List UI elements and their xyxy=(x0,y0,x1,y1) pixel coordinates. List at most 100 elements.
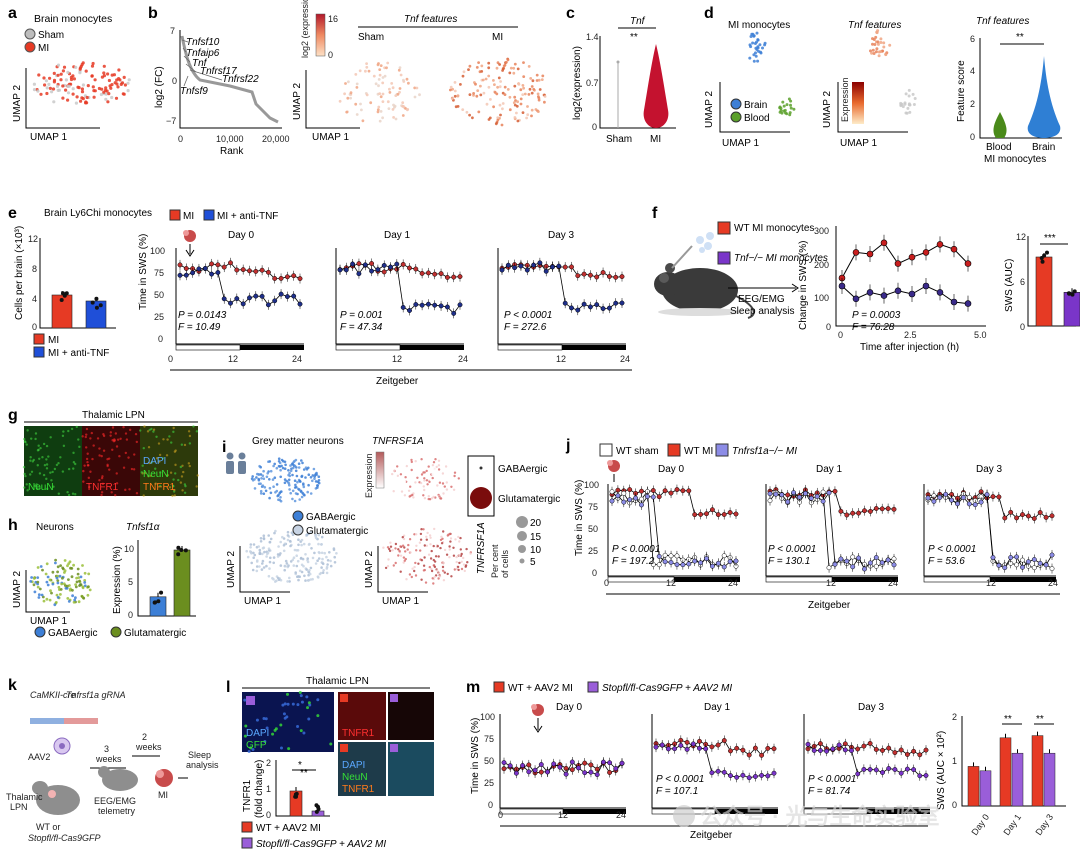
speckle-red xyxy=(111,448,114,451)
umap-i1-point xyxy=(296,559,300,563)
umap-b-point xyxy=(377,78,381,81)
umap-b-point xyxy=(521,111,525,114)
data-point xyxy=(375,267,381,273)
data-point xyxy=(627,487,633,493)
speckle-red xyxy=(82,480,85,483)
umap-i2-point xyxy=(382,546,385,549)
umap-i2-point xyxy=(441,472,445,475)
l-image-marker-wt2 xyxy=(340,744,348,752)
umap-i2-point xyxy=(401,544,405,547)
umap-a-point xyxy=(64,78,68,82)
umap-i2-point xyxy=(420,578,423,581)
umap-a-point xyxy=(52,80,57,84)
umap-a-point xyxy=(107,92,111,96)
data-point xyxy=(234,296,240,302)
ts-axes xyxy=(803,714,930,809)
umap-h-point xyxy=(88,588,92,592)
umap-b-point xyxy=(398,66,402,69)
umap-i1-point xyxy=(295,554,299,557)
data-point xyxy=(1025,513,1031,519)
umap-i2-point xyxy=(439,483,442,487)
i-legend-glut: Glutamatergic xyxy=(306,526,368,537)
panel-a-letter: a xyxy=(8,5,17,22)
umap-i2-point xyxy=(412,496,415,499)
umap-b-point xyxy=(407,81,410,85)
i-size-10-label: 10 xyxy=(530,545,542,556)
umap-b-point xyxy=(521,93,525,96)
umap-b-point xyxy=(355,86,359,89)
umap-b-point xyxy=(413,95,417,99)
data-point xyxy=(820,498,826,504)
umap-i2-point xyxy=(429,557,433,560)
umap-a-point xyxy=(116,85,120,89)
umap-i2-point xyxy=(404,476,407,479)
umap-i2-point xyxy=(454,538,457,541)
umap-i1-point xyxy=(282,460,285,463)
umap-d1-scatter xyxy=(748,31,796,117)
umap-i1-point xyxy=(269,491,273,495)
umap-i1-point xyxy=(300,459,303,462)
data-point xyxy=(785,492,791,498)
l-sig-1: * xyxy=(298,760,302,771)
panel-k-letter: k xyxy=(8,677,17,694)
data-point xyxy=(911,767,917,773)
data-point xyxy=(1002,515,1008,521)
umap-b-point xyxy=(365,62,368,65)
speckle-merge xyxy=(187,462,191,465)
e-bar-chart xyxy=(51,291,107,329)
umap-b-point xyxy=(513,103,517,107)
umap-a-point xyxy=(50,90,54,94)
umap-b-point xyxy=(485,102,489,106)
data-point xyxy=(1020,564,1025,570)
speckle-red xyxy=(88,485,91,489)
umap-i1-point xyxy=(252,551,255,555)
i-size-label-1: Per cent xyxy=(490,544,500,578)
umap-i2-point xyxy=(417,562,420,565)
umap-i1-point xyxy=(325,571,329,575)
data-point xyxy=(613,766,619,771)
j-ytick-25: 25 xyxy=(588,546,598,556)
umap-i1-point xyxy=(268,460,272,463)
data-point xyxy=(272,276,278,281)
dark-phase-bar xyxy=(715,809,778,814)
umap-d1-point xyxy=(752,34,756,38)
umap-i1-point xyxy=(302,542,306,546)
umap-i2-point xyxy=(443,485,446,488)
umap-b-point xyxy=(513,95,517,99)
umap-i1-point xyxy=(313,477,316,481)
data-point xyxy=(911,748,917,754)
data-point xyxy=(202,265,208,271)
umap-i1-point xyxy=(291,558,295,562)
umap-i1-point xyxy=(250,561,253,565)
light-phase-bar xyxy=(765,576,833,583)
i-size-20-label: 20 xyxy=(530,518,542,529)
j-ytick-100: 100 xyxy=(584,480,599,490)
speckle-l xyxy=(299,694,303,698)
data-point xyxy=(867,560,873,566)
l-legend-ko: Stopfl/fl-Cas9GFP + AAV2 MI xyxy=(256,839,386,850)
umap-h-point xyxy=(79,575,83,579)
umap-i2-point xyxy=(396,465,399,468)
umap-i2-scatter xyxy=(382,457,472,585)
m-bar-chart xyxy=(967,731,1056,807)
speckle-red xyxy=(100,476,104,480)
panel-h-letter: h xyxy=(8,517,18,534)
umap-d2-point xyxy=(908,103,912,107)
umap-i1-point xyxy=(322,569,325,572)
umap-i2-point xyxy=(423,497,427,500)
umap-b-point xyxy=(508,108,512,112)
data-point xyxy=(551,761,557,767)
umap-d1-point xyxy=(785,103,789,107)
speckle-red xyxy=(86,464,90,467)
data-point xyxy=(594,772,600,778)
umap-i1-point xyxy=(287,478,291,482)
umap-i2-point xyxy=(409,485,412,488)
umap-a-point xyxy=(64,88,68,92)
umap-b-point xyxy=(543,100,546,104)
umap-h-point xyxy=(67,578,70,581)
data-point xyxy=(557,764,563,770)
umap-b-point xyxy=(475,66,479,69)
data-point xyxy=(606,274,612,279)
speckle-green xyxy=(53,467,57,471)
k-wait2-a: 2 xyxy=(142,732,147,742)
